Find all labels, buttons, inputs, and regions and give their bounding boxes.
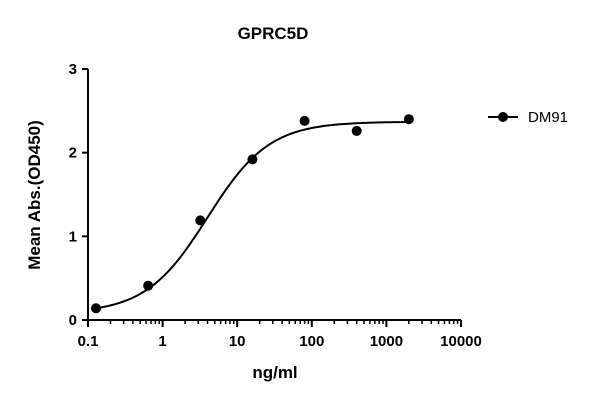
- axes: [87, 69, 461, 321]
- x-tick-label: 1000: [370, 333, 403, 350]
- data-point: [90, 303, 101, 314]
- chart-title: GPRC5D: [238, 24, 309, 43]
- y-ticks: 0 1 2 3: [69, 61, 88, 329]
- x-ticks: 0.1 1 10 100 1000 10000: [78, 320, 482, 350]
- y-tick-label: 1: [69, 228, 77, 245]
- data-point: [299, 115, 310, 126]
- x-axis-label: ng/ml: [252, 363, 297, 382]
- data-point: [143, 280, 154, 291]
- data-points: [90, 114, 414, 314]
- data-point: [351, 125, 362, 136]
- legend-label-dm91: DM91: [528, 109, 568, 126]
- data-point: [247, 154, 258, 165]
- data-point: [403, 114, 414, 125]
- x-tick-label: 10: [229, 333, 246, 350]
- x-tick-label: 1: [158, 333, 166, 350]
- x-tick-label: 100: [299, 333, 324, 350]
- legend-marker-dm91: [498, 112, 508, 122]
- y-tick-label: 0: [69, 312, 77, 329]
- legend: DM91: [488, 109, 568, 126]
- data-point: [195, 215, 206, 226]
- fit-curve-dm91: [95, 120, 409, 310]
- y-tick-label: 2: [69, 145, 77, 162]
- x-tick-label: 0.1: [78, 333, 99, 350]
- x-tick-label: 10000: [440, 333, 482, 350]
- y-axis-label: Mean Abs.(OD450): [25, 120, 44, 270]
- y-tick-label: 3: [69, 61, 77, 78]
